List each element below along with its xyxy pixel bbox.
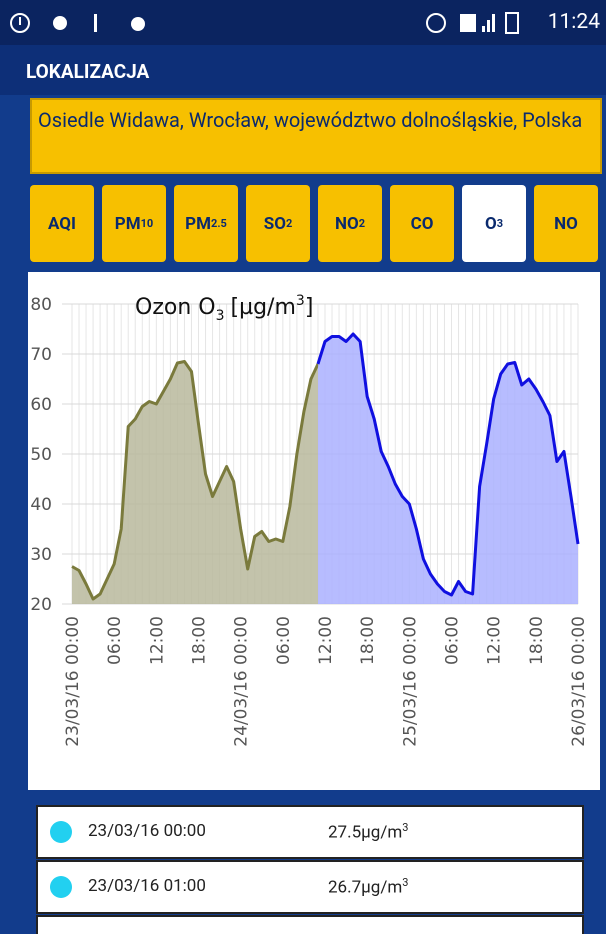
tab-subscript: 2: [358, 217, 366, 230]
title-text: Ozon O: [135, 295, 216, 320]
tab-label: AQI: [48, 213, 76, 234]
tab[interactable]: SO 2: [246, 185, 310, 262]
tab-label: PM: [185, 213, 212, 234]
y-tick-label: 70: [30, 345, 52, 365]
table-row[interactable]: 23/03/16 01:00 26.7µg/m3: [36, 860, 584, 914]
y-tick-label: 40: [30, 495, 52, 515]
tab-subscript: 2.5: [211, 217, 227, 230]
line: [316, 332, 580, 597]
tab-label: CO: [410, 213, 434, 234]
x-tick-label: 06:00: [105, 616, 125, 665]
x-tick-label: 12:00: [485, 616, 505, 665]
tab-subscript: 3: [496, 217, 504, 230]
x-tick-label: 26/03/16 00:00: [569, 616, 589, 747]
value-unit: µg/m: [361, 877, 403, 898]
table-row[interactable]: 23/03/16 00:00 27.5µg/m3: [36, 805, 584, 859]
tab-label: SO: [263, 213, 286, 234]
status-icons-right: [426, 12, 519, 34]
x-tick-label: 18:00: [527, 616, 547, 665]
x-tick-label: 06:00: [274, 616, 294, 665]
tab-label: O: [484, 213, 497, 234]
value-unit: µg/m: [361, 822, 403, 843]
clock: 11:24: [547, 10, 600, 34]
x-tick-label: 25/03/16 00:00: [400, 616, 420, 747]
tab-label: NO: [334, 213, 359, 234]
location-box[interactable]: Osiedle Widawa, Wrocław, województwo dol…: [30, 98, 602, 174]
value-number: 26.7: [328, 877, 362, 898]
smiley-icon: [50, 876, 72, 898]
x-tick-label: 06:00: [443, 616, 463, 665]
value-unit-sup: 3: [402, 876, 409, 889]
tab-label: PM: [114, 213, 141, 234]
line: [71, 360, 320, 601]
tab-subscript: 10: [140, 217, 154, 230]
tab[interactable]: PM 10: [102, 185, 166, 262]
y-tick-label: 20: [30, 595, 52, 615]
title-unit: [µg/m: [231, 295, 296, 320]
status-icons: [10, 13, 145, 33]
title-sup: 3: [296, 293, 305, 309]
header-title: LOKALIZACJA: [26, 60, 150, 83]
value-unit-sup: 3: [402, 821, 409, 834]
x-tick-label: 23/03/16 00:00: [63, 616, 83, 747]
x-tick-label: 12:00: [316, 616, 336, 665]
chart-title: Ozon O3 [µg/m3]: [135, 293, 313, 324]
y-tick-label: 50: [30, 445, 52, 465]
tab[interactable]: NO: [534, 185, 598, 262]
row-value: 27.5µg/m3: [328, 821, 408, 843]
title-end: ]: [305, 295, 314, 320]
tab[interactable]: PM 2.5: [174, 185, 238, 262]
status-bar: 11:24: [0, 0, 606, 45]
tab-label: NO: [554, 213, 578, 234]
y-tick-label: 30: [30, 545, 52, 565]
x-tick-label: 18:00: [358, 616, 378, 665]
area: [317, 334, 578, 604]
y-tick-label: 80: [30, 295, 52, 315]
y-tick-label: 60: [30, 395, 52, 415]
title-sub: 3: [216, 308, 225, 324]
row-date: 23/03/16 00:00: [88, 821, 206, 841]
header-bar: [0, 45, 606, 95]
tab[interactable]: CO: [390, 185, 454, 262]
tab-subscript: 2: [285, 217, 293, 230]
smiley-icon: [50, 821, 72, 843]
x-tick-label: 18:00: [190, 616, 210, 665]
row-date: 23/03/16 01:00: [88, 876, 206, 896]
value-number: 27.5: [328, 822, 362, 843]
x-tick-label: 12:00: [147, 616, 167, 665]
tab[interactable]: NO 2: [318, 185, 382, 262]
tab[interactable]: AQI: [30, 185, 94, 262]
x-tick-label: 24/03/16 00:00: [232, 616, 252, 747]
table-row[interactable]: [36, 915, 584, 934]
row-value: 26.7µg/m3: [328, 876, 408, 898]
